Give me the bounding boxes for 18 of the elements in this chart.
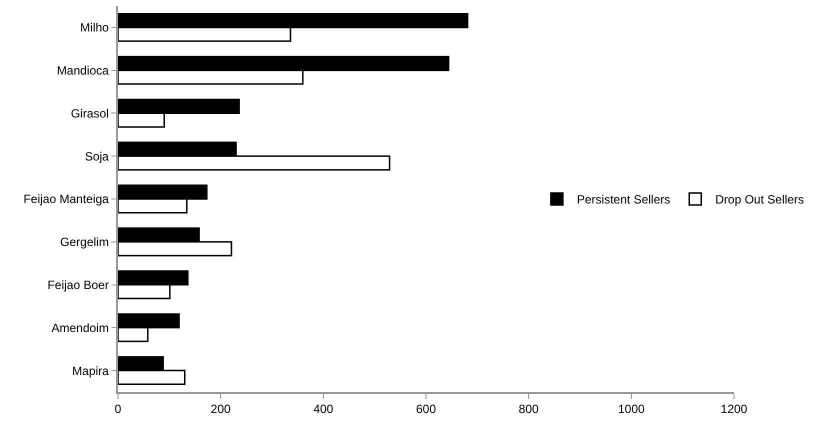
x-tick-label: 800 xyxy=(518,402,539,416)
x-tick-label: 400 xyxy=(313,402,334,416)
y-tick-label: Mapira xyxy=(72,364,110,378)
legend-label: Drop Out Sellers xyxy=(715,192,804,207)
x-tick-label: 0 xyxy=(114,402,122,416)
x-tick-label: 1200 xyxy=(720,402,748,416)
y-tick-label: Girasol xyxy=(70,106,109,120)
y-tick-label: Mandioca xyxy=(56,64,110,78)
x-tick-label: 200 xyxy=(210,402,231,416)
legend-label: Persistent Sellers xyxy=(576,192,670,207)
y-tick-label: Gergelim xyxy=(60,235,109,250)
y-tick-label: Milho xyxy=(80,20,110,35)
x-tick-label: 1000 xyxy=(618,402,645,416)
y-tick-label: Feijao Manteiga xyxy=(23,192,110,206)
y-tick-label: Soja xyxy=(84,149,110,164)
y-tick-label: Feijao Boer xyxy=(47,278,109,292)
y-tick-label: Amendoim xyxy=(51,320,109,335)
x-tick-label: 600 xyxy=(416,402,436,416)
